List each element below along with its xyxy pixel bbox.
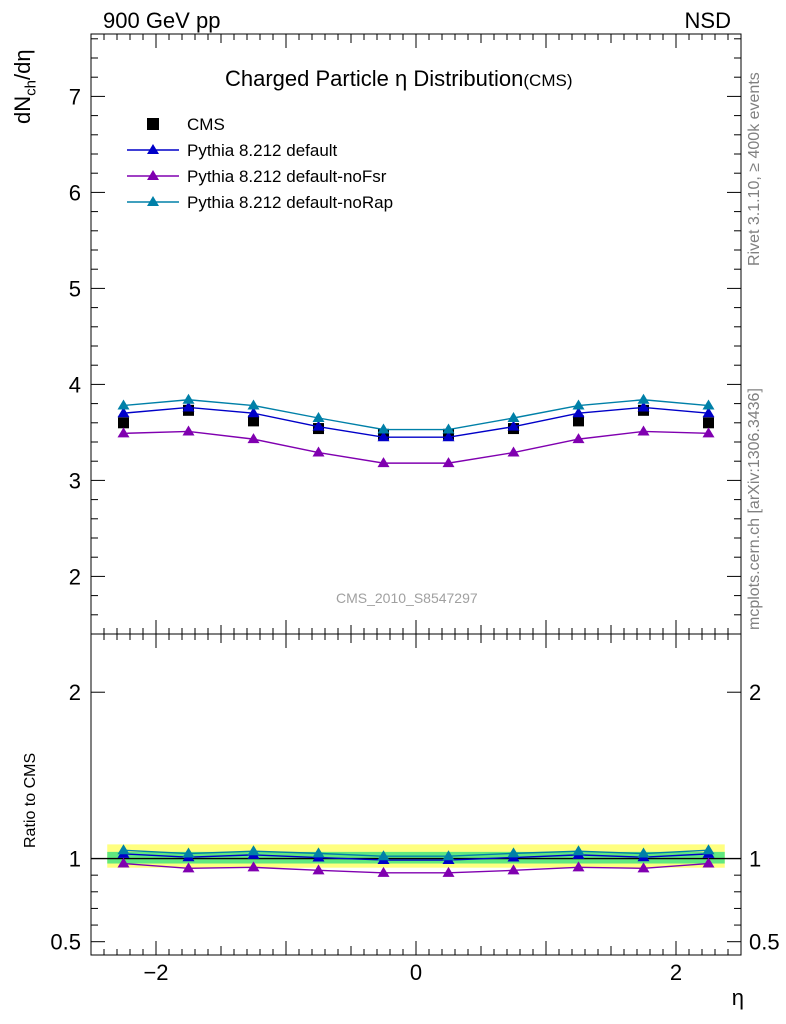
legend-marker-triangle <box>147 144 159 154</box>
legend-entry-label: Pythia 8.212 default-noFsr <box>187 167 387 186</box>
analysis-id-label: CMS_2010_S8547297 <box>336 590 478 606</box>
main-y-tick-label: 4 <box>69 372 81 397</box>
ratio-y-tick-label: 1 <box>69 847 81 872</box>
ratio-triangle-marker <box>702 844 715 855</box>
main-y-tick-label: 5 <box>69 276 81 301</box>
main-triangle-marker <box>312 412 325 422</box>
legend-marker-triangle <box>147 196 159 206</box>
ratio-series-line <box>123 862 709 874</box>
main-triangle-marker <box>312 446 325 457</box>
chart-title-text: Charged Particle η Distribution <box>225 66 524 91</box>
ratio-triangle-marker <box>572 861 585 872</box>
ratio-y-tick-label-right: 0.5 <box>749 930 780 955</box>
main-y-tick-label: 7 <box>69 84 81 109</box>
main-series-line <box>123 399 709 431</box>
main-triangle-marker <box>117 399 130 410</box>
main-triangle-marker <box>572 407 585 418</box>
legend-marker-triangle <box>147 170 159 180</box>
process-label: NSD <box>684 8 731 33</box>
ratio-triangle-marker <box>247 845 260 856</box>
main-triangle-marker <box>572 399 585 410</box>
ratio-triangle-marker <box>507 864 520 875</box>
ratio-triangle-marker <box>312 864 325 875</box>
main-triangle-marker <box>377 431 390 442</box>
main-series-line <box>123 406 709 438</box>
main-triangle-marker <box>572 433 585 444</box>
main-triangle-marker <box>637 401 650 412</box>
x-axis-label: η <box>731 985 744 1010</box>
main-triangle-marker <box>247 399 260 410</box>
ratio-triangle-marker <box>637 862 650 873</box>
main-series-line <box>123 430 709 464</box>
main-triangle-marker <box>182 393 195 404</box>
cms-data-point <box>703 417 714 429</box>
main-triangle-marker <box>117 427 130 438</box>
ratio-y-tick-label-right: 2 <box>749 680 761 705</box>
main-triangle-marker <box>507 412 520 422</box>
main-triangle-marker <box>637 393 650 404</box>
main-triangle-marker <box>182 425 195 436</box>
main-triangle-marker <box>702 407 715 418</box>
cms-data-point <box>573 415 584 427</box>
main-triangle-marker <box>507 420 520 431</box>
ratio-triangle-marker <box>182 862 195 873</box>
main-y-tick-label: 2 <box>69 564 81 589</box>
chart-subtitle: (CMS) <box>523 71 573 90</box>
main-triangle-marker <box>312 420 325 431</box>
legend-entry-label: CMS <box>187 115 225 134</box>
main-triangle-marker <box>637 425 650 436</box>
ratio-triangle-marker <box>117 844 130 855</box>
main-triangle-marker <box>247 433 260 444</box>
ratio-triangle-marker <box>507 847 520 858</box>
legend-entry-label: Pythia 8.212 default-noRap <box>187 193 393 212</box>
collision-label: 900 GeV pp <box>103 8 221 33</box>
main-y-tick-label: 3 <box>69 468 81 493</box>
ratio-triangle-marker <box>377 850 390 861</box>
main-triangle-marker <box>247 407 260 418</box>
main-triangle-marker <box>117 407 130 418</box>
legend-marker-cms <box>147 118 159 130</box>
main-triangle-marker <box>442 431 455 442</box>
ratio-triangle-marker <box>312 847 325 858</box>
x-tick-label: 2 <box>670 960 682 985</box>
ratio-plot-frame <box>90 633 742 956</box>
chart-title: Charged Particle η Distribution(CMS) <box>225 66 572 92</box>
main-triangle-marker <box>702 399 715 410</box>
ratio-inner-uncertainty-band <box>107 851 725 864</box>
cms-data-point <box>118 417 129 429</box>
ratio-triangle-marker <box>377 866 390 877</box>
main-triangle-marker <box>442 423 455 434</box>
x-tick-label: −2 <box>143 960 168 985</box>
main-y-tick-label: 6 <box>69 180 81 205</box>
main-triangle-marker <box>377 423 390 434</box>
x-tick-label: 0 <box>410 960 422 985</box>
cms-data-point <box>248 415 259 427</box>
main-triangle-marker <box>507 446 520 457</box>
ratio-triangle-marker <box>247 861 260 872</box>
main-triangle-marker <box>377 457 390 468</box>
ratio-triangle-marker <box>117 857 130 868</box>
ratio-y-tick-label: 0.5 <box>50 930 81 955</box>
main-triangle-marker <box>702 427 715 438</box>
ratio-series-line <box>123 849 709 857</box>
ratio-triangle-marker <box>182 847 195 858</box>
main-triangle-marker <box>182 401 195 412</box>
ratio-triangle-marker <box>572 845 585 856</box>
main-triangle-marker <box>442 457 455 468</box>
ratio-series-line <box>123 853 709 861</box>
ratio-triangle-marker <box>702 857 715 868</box>
ratio-y-tick-label-right: 1 <box>749 847 761 872</box>
ratio-triangle-marker <box>442 866 455 877</box>
ratio-y-tick-label: 2 <box>69 680 81 705</box>
legend-entry-label: Pythia 8.212 default <box>187 141 338 160</box>
ratio-triangle-marker <box>637 847 650 858</box>
ratio-triangle-marker <box>442 850 455 861</box>
